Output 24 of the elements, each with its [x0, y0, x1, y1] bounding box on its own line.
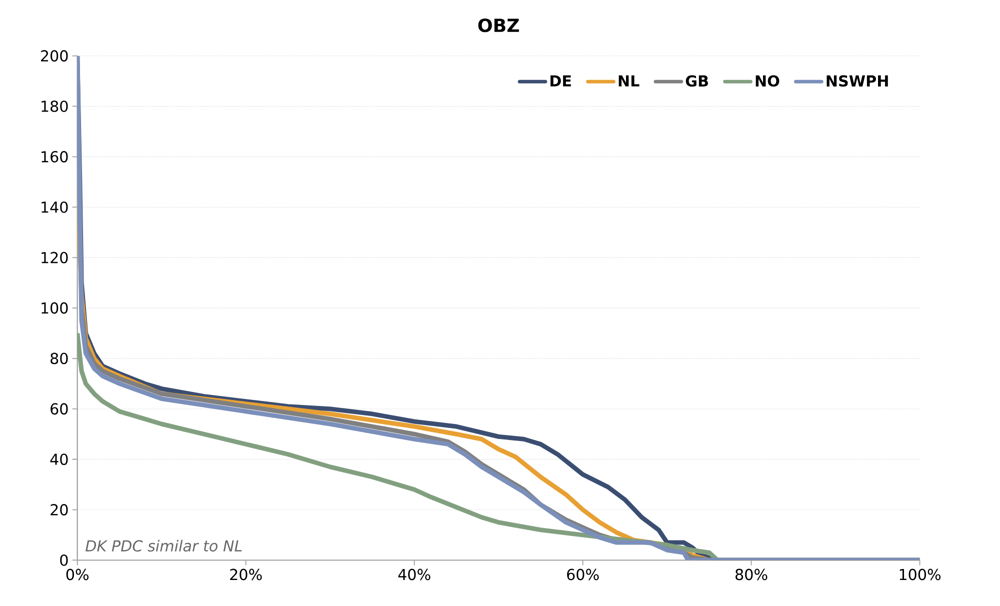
legend-label: GB — [686, 75, 708, 87]
y-tick-label: 0 — [60, 554, 68, 566]
y-tick-label: 120 — [42, 252, 68, 264]
annotation: DK PDC similar to NL — [86, 540, 242, 552]
x-tick-label: 80% — [736, 568, 768, 580]
y-tick-label: 200 — [41, 50, 68, 62]
legend-label: DE — [550, 75, 571, 86]
y-tick-label: 20 — [50, 504, 68, 516]
x-tick-label: 100% — [900, 568, 941, 580]
legend-label: NSWPH — [826, 75, 888, 87]
y-tick-label: 160 — [42, 151, 68, 162]
x-tick-label: 0% — [66, 568, 89, 580]
legend-label: NO — [756, 75, 780, 87]
y-tick-label: 180 — [42, 100, 68, 112]
y-tick-label: 80 — [50, 352, 68, 364]
y-tick-label: 140 — [42, 201, 68, 213]
chart-title: OBZ — [478, 18, 519, 32]
y-tick-label: 40 — [50, 454, 68, 466]
x-tick-label: 60% — [567, 568, 599, 580]
y-tick-label: 60 — [50, 403, 68, 415]
legend-label: NL — [618, 75, 640, 86]
y-tick-label: 100 — [42, 302, 68, 314]
x-tick-label: 20% — [230, 568, 262, 580]
x-tick-label: 40% — [398, 568, 430, 580]
